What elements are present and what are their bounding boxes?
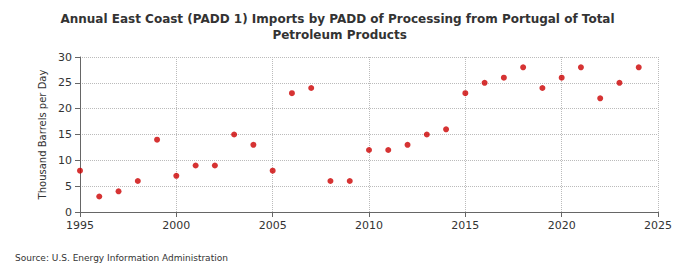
- svg-text:2005: 2005: [259, 219, 287, 232]
- svg-text:20: 20: [58, 102, 72, 115]
- svg-text:10: 10: [58, 154, 72, 167]
- svg-text:25: 25: [58, 76, 72, 89]
- svg-text:0: 0: [65, 206, 72, 219]
- svg-text:Annual East Coast (PADD 1) Imp: Annual East Coast (PADD 1) Imports by PA…: [60, 12, 614, 26]
- svg-text:30: 30: [58, 51, 72, 64]
- svg-text:2010: 2010: [355, 219, 383, 232]
- svg-text:5: 5: [65, 180, 72, 193]
- svg-text:2015: 2015: [451, 219, 479, 232]
- svg-text:2000: 2000: [162, 219, 190, 232]
- svg-text:Thousand Barrels per Day: Thousand Barrels per Day: [37, 70, 48, 201]
- svg-text:15: 15: [58, 128, 72, 141]
- svg-text:2025: 2025: [644, 219, 672, 232]
- svg-text:2020: 2020: [548, 219, 576, 232]
- svg-text:Petroleum Products: Petroleum Products: [268, 28, 407, 42]
- svg-text:Source: U.S. Energy Informatio: Source: U.S. Energy Information Administ…: [15, 253, 228, 263]
- svg-text:1995: 1995: [66, 219, 94, 232]
